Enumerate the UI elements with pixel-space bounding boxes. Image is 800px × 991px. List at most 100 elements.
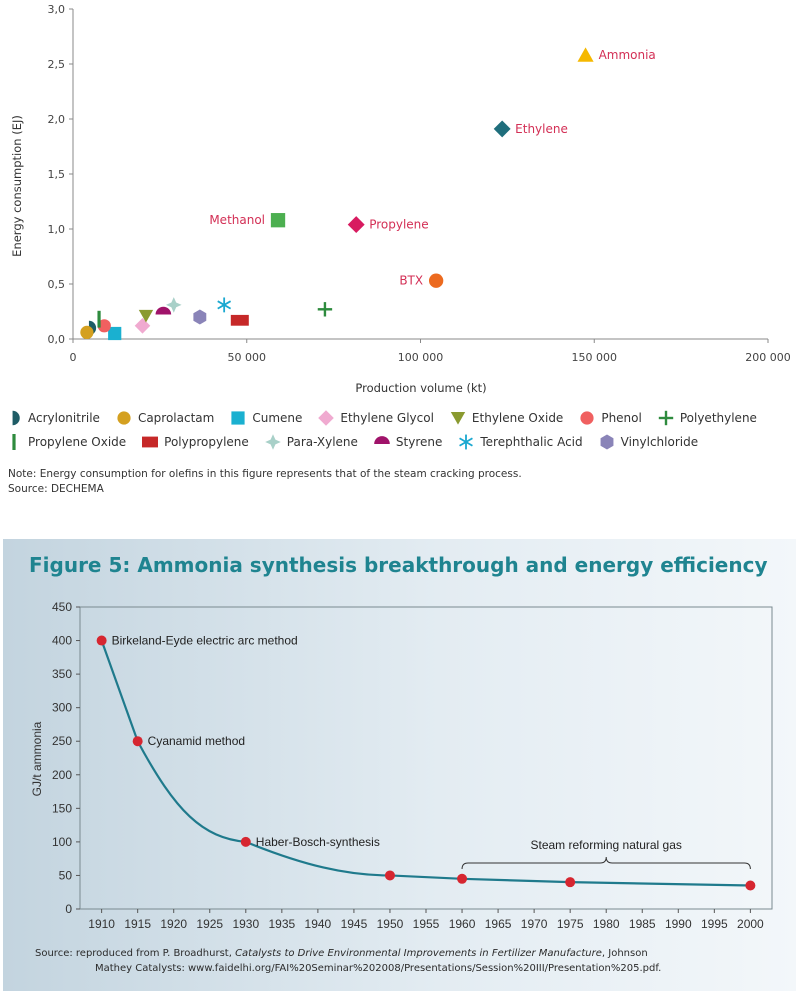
y-tick-label: 300 bbox=[52, 701, 72, 715]
note-text: Note: Energy consumption for olefins in … bbox=[8, 467, 522, 497]
legend-item: Vinylchloride bbox=[599, 434, 698, 450]
figure-5-panel: Figure 5: Ammonia synthesis breakthrough… bbox=[3, 539, 796, 991]
legend-label: Vinylchloride bbox=[620, 435, 699, 449]
x-tick-label: 100 000 bbox=[398, 351, 444, 364]
y-tick-label: 50 bbox=[59, 868, 73, 882]
data-point bbox=[493, 120, 511, 138]
legend-item: Para-Xylene bbox=[264, 434, 358, 450]
scatter-chart: 0,0 0,5 1,0 1,5 2,0 2,5 3,0 0 50 000 100 000 150 0… bbox=[10, 3, 791, 395]
data-point bbox=[97, 310, 101, 328]
data-point bbox=[97, 319, 111, 333]
bracket-label: Steam reforming natural gas bbox=[531, 838, 682, 852]
legend-swatch bbox=[12, 410, 20, 426]
y-tick-label: 350 bbox=[52, 667, 72, 681]
plus-bar bbox=[664, 410, 668, 426]
y-tick-label: 400 bbox=[52, 634, 72, 648]
data-point bbox=[270, 213, 286, 228]
legend-marker bbox=[12, 434, 16, 450]
scatter-legend: Acrylonitrile Caprolactam Cumene Ethylene G… bbox=[6, 406, 796, 454]
y-tick-label: 0 bbox=[65, 902, 72, 916]
legend-item: Ethylene Oxide bbox=[450, 410, 563, 426]
y-tick-label: 200 bbox=[52, 768, 72, 782]
legend-row: Acrylonitrile Caprolactam Cumene Ethylene G… bbox=[6, 406, 796, 430]
legend-item: Cumene bbox=[230, 410, 302, 426]
legend-marker bbox=[117, 411, 131, 425]
x-tick-label: 1995 bbox=[701, 917, 728, 931]
data-point bbox=[230, 314, 249, 326]
data-point bbox=[80, 325, 94, 339]
legend-label: Cumene bbox=[252, 411, 303, 425]
source-title: Catalysts to Drive Environmental Improve… bbox=[235, 948, 602, 959]
legend-item: Acrylonitrile bbox=[6, 410, 100, 426]
legend-swatch bbox=[12, 434, 16, 450]
x-tick-label: 1975 bbox=[557, 917, 584, 931]
y-tick-label: 3,0 bbox=[48, 3, 66, 16]
bracket bbox=[461, 856, 751, 870]
x-tick-label: 1985 bbox=[629, 917, 656, 931]
x-tick-label: 1990 bbox=[665, 917, 692, 931]
x-axis-title: Production volume (kt) bbox=[355, 381, 486, 395]
legend-label: Acrylonitrile bbox=[28, 411, 100, 425]
x-tick-label: 1925 bbox=[196, 917, 223, 931]
x-tick-label: 2000 bbox=[737, 917, 764, 931]
y-tick-label: 150 bbox=[52, 801, 72, 815]
legend-label: Terephthalic Acid bbox=[480, 435, 583, 449]
asterisk-stroke bbox=[217, 300, 232, 310]
data-point bbox=[132, 736, 143, 747]
legend-label: Styrene bbox=[395, 435, 443, 449]
data-point bbox=[193, 309, 207, 325]
legend-item: Propylene Oxide bbox=[6, 434, 126, 450]
data-point bbox=[96, 635, 107, 646]
legend-label: Phenol bbox=[601, 411, 642, 425]
data-point bbox=[240, 836, 251, 847]
y-tick-label: 2,0 bbox=[48, 113, 66, 126]
x-tick-label: 1970 bbox=[521, 917, 548, 931]
note-line: Note: Energy consumption for olefins in … bbox=[8, 468, 522, 480]
y-tick-label: 250 bbox=[52, 734, 72, 748]
data-point bbox=[165, 297, 182, 313]
legend-marker bbox=[450, 412, 466, 425]
data-point bbox=[384, 870, 395, 881]
y-axis-title: Energy consumption (EJ) bbox=[10, 115, 24, 257]
legend-swatch bbox=[459, 434, 474, 450]
legend-item: Polypropylene bbox=[142, 434, 249, 450]
data-point bbox=[745, 880, 756, 891]
legend-swatch bbox=[450, 412, 466, 425]
x-tick-label: 1915 bbox=[124, 917, 151, 931]
data-label: Ammonia bbox=[599, 48, 656, 62]
line-chart: 0 50 100 150 200 250 300 350 400 450 1910 1915 1920 1… bbox=[30, 600, 773, 931]
legend-item: Phenol bbox=[579, 410, 642, 426]
x-tick-label: 1935 bbox=[268, 917, 295, 931]
legend-label: Ethylene Oxide bbox=[471, 411, 564, 425]
x-tick-label: 1920 bbox=[160, 917, 187, 931]
y-tick-label: 1,0 bbox=[48, 223, 66, 236]
source-line: Source: DECHEMA bbox=[8, 483, 104, 495]
x-tick-label: 0 bbox=[70, 351, 77, 364]
legend-row: Propylene Oxide Polypropylene Para-Xylene S… bbox=[6, 430, 796, 454]
data-label: Ethylene bbox=[515, 122, 568, 136]
legend-item: Terephthalic Acid bbox=[458, 434, 583, 450]
data-point bbox=[577, 47, 594, 62]
legend-label: Ethylene Glycol bbox=[340, 411, 434, 425]
legend-label: Propylene Oxide bbox=[28, 435, 127, 449]
data-point bbox=[108, 326, 122, 341]
legend-label: Polyethylene bbox=[679, 411, 757, 425]
y-tick-label: 1,5 bbox=[48, 168, 66, 181]
data-point bbox=[134, 318, 151, 334]
x-tick-label: 1910 bbox=[88, 917, 115, 931]
source-url: Mathey Catalysts: www.faidelhi.org/FAI%2… bbox=[95, 963, 662, 974]
x-tick-label: 1960 bbox=[449, 917, 476, 931]
data-point bbox=[347, 216, 365, 234]
y-tick-label: 0,0 bbox=[48, 333, 66, 346]
legend-swatch bbox=[658, 410, 674, 426]
legend-swatch bbox=[264, 434, 281, 450]
legend-swatch bbox=[374, 436, 390, 444]
legend-marker bbox=[374, 436, 390, 444]
y-tick-label: 2,5 bbox=[48, 58, 66, 71]
x-tick-label: 1980 bbox=[593, 917, 620, 931]
x-tick-label: 1930 bbox=[232, 917, 259, 931]
data-point bbox=[565, 877, 576, 888]
x-tick-label: 1945 bbox=[341, 917, 368, 931]
legend-marker bbox=[318, 410, 335, 426]
source-prefix: Source: reproduced from P. Broadhurst, bbox=[35, 948, 236, 959]
